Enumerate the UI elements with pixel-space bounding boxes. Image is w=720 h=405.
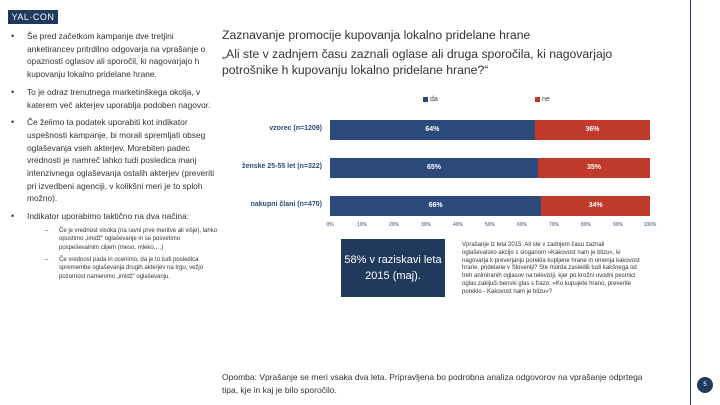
legend-swatch-da [423, 96, 428, 102]
highlight-text: 58% v raziskavi leta 2015 (maj). [344, 254, 442, 282]
question-2015-note: Vprašanje iz leta 2015: Ali ste v zadnje… [462, 242, 640, 295]
x-tick-label: 20% [388, 222, 399, 228]
sub-item: Če je vrednost visoka (na ravni prve mer… [39, 227, 220, 252]
legend-da: da [423, 96, 438, 103]
slide-title: Zaznavanje promocije kupovanja lokalno p… [222, 28, 531, 42]
x-tick-label: 10% [356, 222, 367, 228]
footnote: Opomba: Vprašanje se meri vsaka dva leta… [222, 372, 643, 395]
row-label: vzorec (n=1209) [269, 125, 322, 132]
x-tick-label: 100% [643, 222, 657, 228]
legend-swatch-ne [535, 96, 540, 102]
yalcon-logo: YAL·CON [8, 10, 58, 24]
row-label: ženske 25-55 let (n=322) [242, 163, 322, 170]
bar-ne: 34% [541, 196, 650, 216]
bar-da: 66% [330, 196, 542, 216]
legend-label-da: da [430, 96, 438, 103]
x-tick-label: 40% [452, 222, 463, 228]
legend-ne: ne [535, 96, 550, 103]
bar-ne: 36% [534, 120, 650, 140]
survey-question: „Ali ste v zadnjem času zaznali oglase a… [222, 47, 613, 77]
bullet-item: Če želimo ta podatek uporabiti kot indik… [8, 116, 220, 205]
legend-label-ne: ne [542, 96, 550, 103]
bar-ne: 35% [538, 158, 650, 178]
bar-da: 65% [330, 158, 538, 178]
highlight-box: 58% v raziskavi leta 2015 (maj). [341, 239, 445, 297]
bar-da: 64% [330, 120, 535, 140]
page-edge-line [690, 0, 691, 405]
x-tick-label: 80% [580, 222, 591, 228]
row-label: nakupni člani (n=470) [250, 201, 322, 208]
bullet-item: Indikator uporabimo taktično na dva nači… [8, 210, 220, 281]
bullet-text: Indikator uporabimo taktično na dva nači… [27, 211, 190, 222]
x-tick-label: 0% [326, 222, 334, 228]
sub-item: Če vrednost pada in ocenimo, da je to tu… [39, 256, 220, 281]
x-tick-label: 70% [548, 222, 559, 228]
x-tick-label: 60% [516, 222, 527, 228]
x-tick-label: 90% [612, 222, 623, 228]
x-tick-label: 50% [484, 222, 495, 228]
bullet-item: Še pred začetkom kampanje dve tretjini a… [8, 30, 220, 81]
bullet-item: To je odraz trenutnega marketinškega oko… [8, 86, 220, 111]
page-number: 5 [697, 377, 713, 393]
left-text-panel: Še pred začetkom kampanje dve tretjini a… [8, 30, 220, 286]
x-tick-label: 30% [420, 222, 431, 228]
